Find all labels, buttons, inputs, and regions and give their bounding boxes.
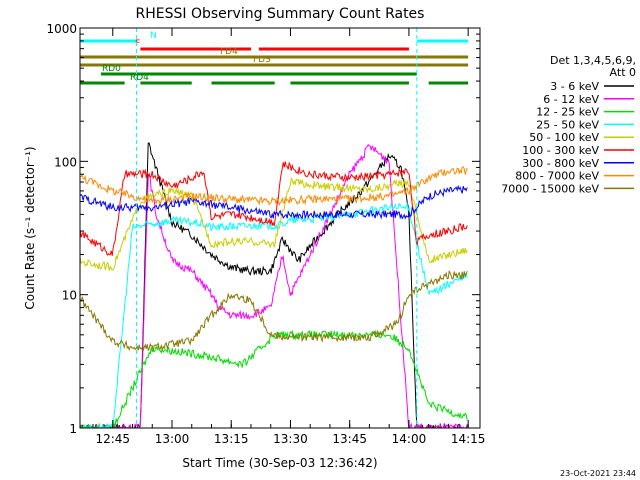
series-line — [80, 184, 468, 220]
state-bar-label: FD4 — [220, 47, 238, 57]
series-line — [80, 166, 468, 207]
legend-entry-label: 300 - 800 keV — [522, 157, 599, 170]
series-line — [80, 269, 468, 352]
y-axis-label: Count Rate (s⁻¹ detector⁻¹) — [23, 146, 37, 309]
legend-entry-label: 100 - 300 keV — [522, 144, 599, 157]
legend-entry-label: 12 - 25 keV — [536, 106, 599, 119]
state-bar-label: RD4 — [130, 73, 149, 83]
mode-change-lines — [135, 28, 418, 428]
axes: 12:45 13:00 13:15 13:30 13:45 14:00 14:15 1 10 10… — [46, 22, 485, 446]
legend-header: Det 1,3,4,5,6,9, — [550, 54, 636, 67]
legend-entry-label: 25 - 50 keV — [536, 118, 599, 131]
state-bar-label: FDS — [253, 55, 271, 65]
series-line — [80, 161, 468, 256]
y-tick-label: 100 — [54, 155, 77, 169]
legend-entry-label: 7000 - 15000 keV — [501, 182, 599, 195]
series-line — [80, 177, 468, 271]
state-bar-label: N — [150, 31, 157, 41]
x-tick-label: 13:15 — [214, 432, 249, 446]
x-tick-label: 12:45 — [95, 432, 130, 446]
legend-entry-label: 800 - 7000 keV — [515, 170, 599, 183]
x-tick-label: 13:00 — [155, 432, 190, 446]
state-bar-label: F — [135, 39, 140, 49]
state-bar-label: RD0 — [102, 64, 121, 74]
legend-header: Att 0 — [610, 66, 636, 79]
y-tick-label: 1000 — [46, 22, 77, 36]
series-lines — [80, 142, 468, 428]
timestamp: 23-Oct-2021 23:44 — [560, 469, 636, 478]
y-tick-label: 10 — [62, 289, 77, 303]
legend-entry-label: 50 - 100 keV — [529, 131, 599, 144]
chart-title: RHESSI Observing Summary Count Rates — [136, 6, 425, 22]
series-line — [80, 143, 468, 428]
x-tick-label: 14:00 — [392, 432, 427, 446]
y-tick-label: 1 — [69, 422, 77, 436]
x-tick-label: 13:30 — [273, 432, 308, 446]
x-tick-label: 14:15 — [451, 432, 486, 446]
x-axis-label: Start Time (30-Sep-03 12:36:42) — [182, 456, 377, 470]
plot-frame — [79, 27, 481, 429]
legend-entry-label: 3 - 6 keV — [550, 80, 599, 93]
x-tick-label: 13:45 — [332, 432, 367, 446]
legend-entry-label: 6 - 12 keV — [543, 93, 599, 106]
series-line — [80, 201, 468, 428]
state-bars: NF FD4 FDS RD0 RD4 — [80, 31, 469, 85]
